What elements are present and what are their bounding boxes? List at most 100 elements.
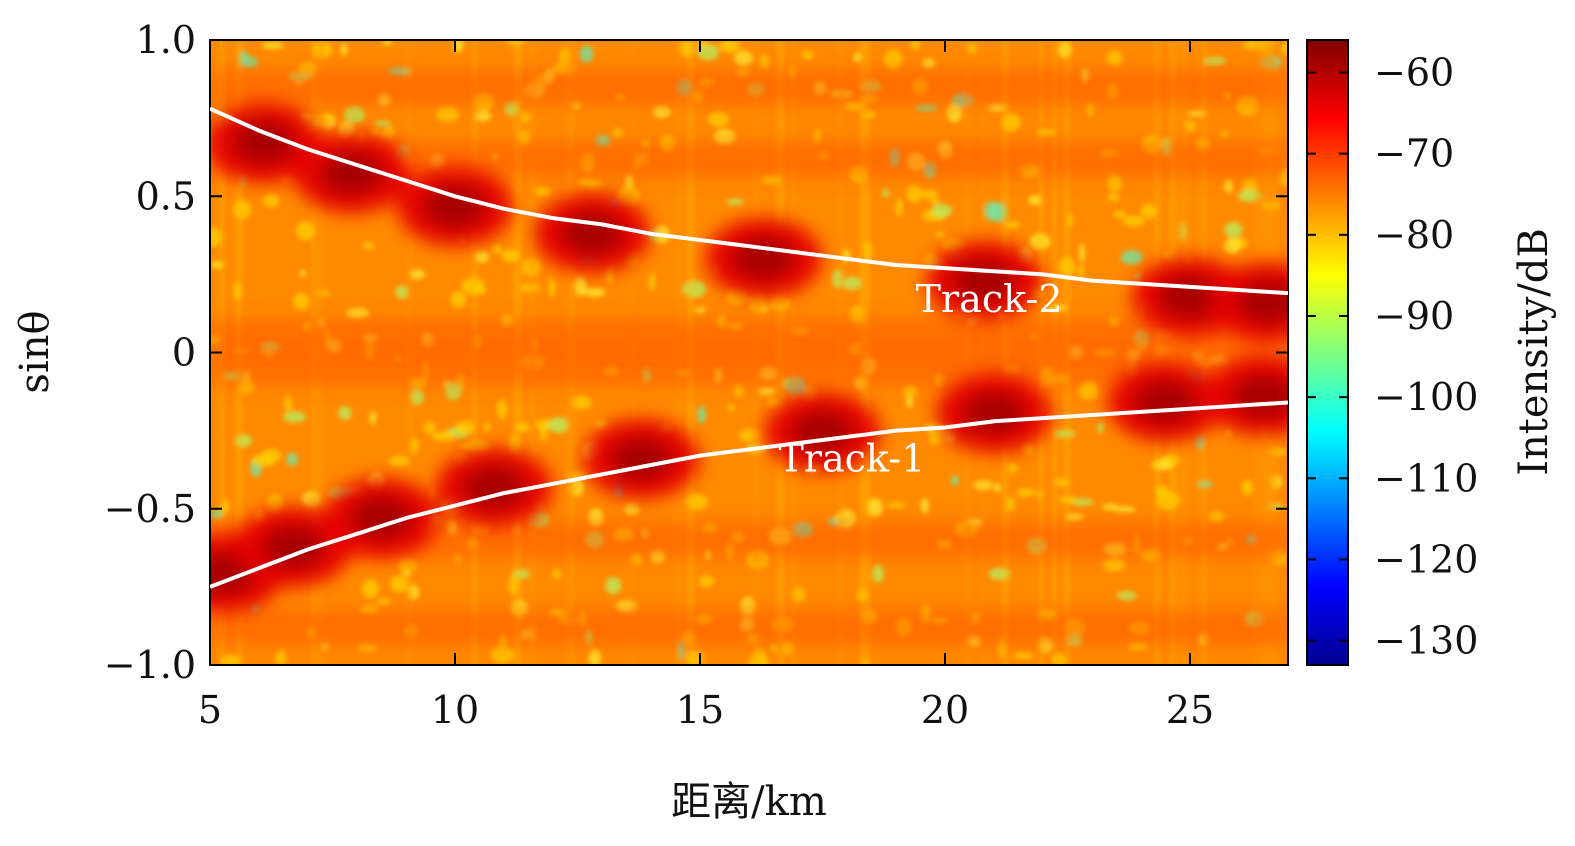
heatmap-speckle bbox=[539, 423, 548, 442]
colorbar-tick-label: −60 bbox=[1374, 50, 1454, 94]
heatmap-speckle bbox=[459, 443, 483, 451]
heatmap-speckle bbox=[338, 406, 352, 421]
heatmap-speckle bbox=[946, 103, 962, 123]
colorbar-tick-label: −90 bbox=[1374, 294, 1454, 338]
heatmap-speckle bbox=[1013, 651, 1034, 660]
heatmap-speckle bbox=[583, 287, 606, 297]
heatmap-speckle bbox=[928, 432, 944, 445]
intensity-blob-core bbox=[1236, 279, 1288, 324]
heatmap-speckle bbox=[588, 508, 604, 527]
track-labels: Track-1 Track-2 bbox=[778, 277, 1062, 480]
heatmap-speckle bbox=[345, 307, 370, 319]
heatmap-speckle bbox=[362, 579, 379, 599]
heatmap-speckle bbox=[1140, 204, 1157, 219]
heatmap-speckle bbox=[652, 105, 671, 118]
heatmap-speckle bbox=[1079, 243, 1086, 263]
heatmap-speckle bbox=[340, 43, 348, 56]
heatmap-speckle bbox=[915, 104, 937, 111]
heatmap-speckle bbox=[1086, 102, 1094, 117]
heatmap-speckle bbox=[695, 40, 708, 48]
heatmap-speckle bbox=[759, 54, 770, 70]
intensity-blob-core bbox=[609, 436, 674, 481]
heatmap-band bbox=[210, 318, 1288, 355]
heatmap-speckle bbox=[922, 58, 936, 69]
heatmap-speckle bbox=[373, 120, 392, 127]
heatmap-speckle bbox=[872, 564, 884, 583]
x-axis-label: 距离/km bbox=[671, 779, 827, 825]
heatmap-speckle bbox=[842, 276, 862, 291]
heatmap-speckle bbox=[931, 203, 952, 218]
heatmap-speckle bbox=[388, 455, 410, 467]
heatmap-speckle bbox=[930, 197, 940, 205]
x-tick-label: 15 bbox=[676, 688, 724, 732]
heatmap-speckle bbox=[1116, 590, 1137, 601]
heatmap-speckle bbox=[548, 277, 556, 297]
heatmap-speckle bbox=[1106, 50, 1123, 67]
heatmap-speckle bbox=[1281, 41, 1288, 56]
heatmap-speckle bbox=[866, 498, 883, 518]
heatmap-band bbox=[210, 68, 1288, 105]
heatmap-speckle bbox=[496, 399, 508, 419]
heatmap-speckle bbox=[605, 576, 622, 595]
heatmap-speckle bbox=[1113, 506, 1136, 513]
y-tick-label: 1.0 bbox=[136, 18, 196, 62]
heatmap-speckle bbox=[267, 494, 284, 513]
intensity-blob-core bbox=[261, 525, 326, 569]
heatmap-speckle bbox=[1016, 488, 1035, 497]
x-tick-label: 20 bbox=[921, 688, 969, 732]
heatmap-speckle bbox=[475, 110, 492, 122]
y-axis-ticks: 1.0 0.5 0 −0.5 −1.0 bbox=[104, 18, 1288, 687]
heatmap-speckle bbox=[719, 40, 741, 54]
x-tick-label: 10 bbox=[431, 688, 479, 732]
heatmap-speckle bbox=[292, 292, 310, 311]
heatmap-speckle bbox=[624, 174, 634, 189]
heatmap-speckle bbox=[1224, 178, 1234, 194]
intensity-blob-core bbox=[1133, 380, 1198, 425]
heatmap-speckle bbox=[906, 184, 922, 203]
heatmap-speckle bbox=[262, 41, 284, 50]
intensity-blob-core bbox=[731, 236, 796, 281]
heatmap-bands bbox=[210, 68, 1288, 646]
intensity-blob-core bbox=[231, 120, 296, 165]
x-tick-label: 5 bbox=[198, 688, 222, 732]
heatmap-band bbox=[210, 350, 1288, 387]
heatmap-speckle bbox=[453, 40, 464, 54]
heatmap-speckle bbox=[733, 384, 744, 397]
heatmap-speckle bbox=[984, 201, 999, 221]
heatmap-speckle bbox=[1008, 462, 1017, 474]
heatmap-speckle bbox=[910, 40, 921, 50]
intensity-blob-core bbox=[320, 151, 385, 196]
heatmap-speckle bbox=[390, 575, 409, 593]
heatmap-speckle bbox=[594, 420, 608, 429]
intensity-blob-core bbox=[423, 184, 487, 229]
heatmap-speckle bbox=[1120, 250, 1143, 265]
heatmap-speckle bbox=[383, 126, 395, 140]
heatmap-speckle bbox=[1202, 56, 1227, 66]
heatmap-speckle bbox=[410, 388, 424, 405]
heatmap-speckle bbox=[588, 648, 602, 665]
x-tick-label: 25 bbox=[1166, 688, 1214, 732]
heatmap-speckle bbox=[1209, 511, 1225, 523]
colorbar-tick-label: −130 bbox=[1374, 619, 1478, 663]
heatmap-speckle bbox=[547, 417, 569, 434]
heatmap-speckle bbox=[395, 285, 408, 299]
heatmap-speckle bbox=[282, 411, 307, 423]
heatmap-speckle bbox=[615, 600, 638, 613]
heatmap-speckle bbox=[299, 269, 306, 277]
heatmap-speckle bbox=[242, 56, 259, 68]
intensity-blob-core bbox=[349, 495, 414, 540]
heatmap-speckle bbox=[455, 421, 476, 435]
heatmap-speckle bbox=[951, 475, 959, 486]
heatmap-speckle bbox=[1219, 131, 1230, 138]
heatmap-speckle bbox=[369, 411, 377, 425]
heatmap-speckle bbox=[534, 187, 552, 197]
heatmap-speckle bbox=[362, 241, 375, 250]
heatmap-speckle bbox=[726, 198, 744, 206]
colorbar-label: Intensity/dB bbox=[1511, 228, 1557, 476]
heatmap-speckle bbox=[1097, 422, 1104, 434]
heatmap-speckle bbox=[1028, 195, 1042, 206]
heatmap-speckle bbox=[377, 129, 388, 138]
heatmap-speckle bbox=[301, 491, 322, 508]
heatmap-speckle bbox=[1047, 304, 1068, 312]
colorbar-tick-label: −70 bbox=[1374, 132, 1454, 176]
